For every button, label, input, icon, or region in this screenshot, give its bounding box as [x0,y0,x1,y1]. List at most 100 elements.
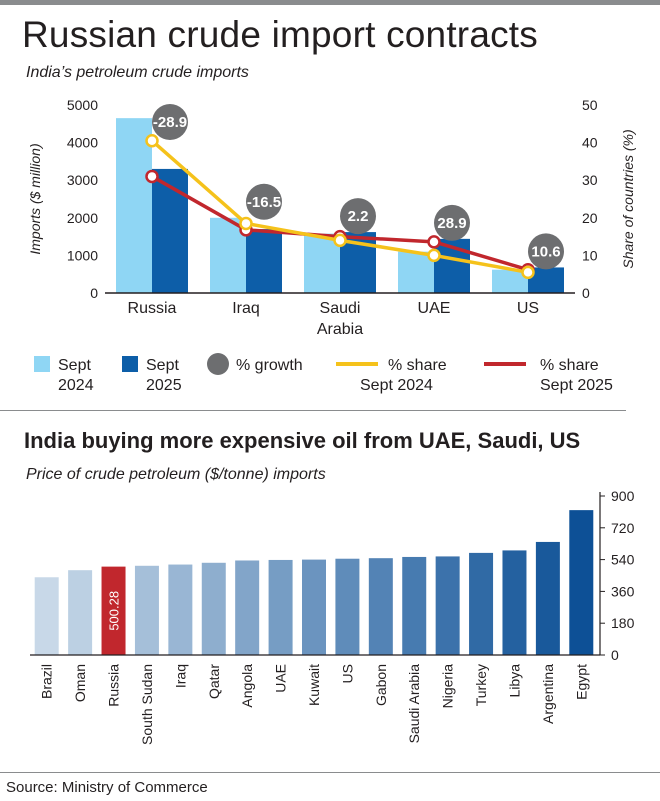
price-y-tick-label: 900 [611,488,635,504]
y-axis-title: Imports ($ million) [27,143,43,254]
growth-label: 10.6 [531,243,560,260]
price-category-label: Libya [506,664,522,698]
growth-label: 2.2 [348,208,369,225]
bar-sept-2024 [116,118,152,293]
price-bar [168,564,193,655]
legend-label-sept-2025: Sept [146,357,179,374]
price-bar [535,541,560,655]
price-bar [34,577,59,655]
share-2025-point [427,235,441,249]
price-y-tick-label: 540 [611,552,635,568]
share-2024-point [427,248,441,263]
price-bar [201,562,226,655]
y2-tick-label: 50 [582,97,598,113]
source-rule [0,772,660,773]
section-divider [0,410,626,411]
price-category-label: Egypt [573,664,589,700]
legend-swatch-growth [207,353,229,375]
share-2024-point [239,216,253,231]
price-bar [302,559,326,655]
price-category-label: UAE [273,664,289,693]
growth-label: -16.5 [247,194,281,211]
price-category-label: Russia [106,664,122,707]
price-category-label: Argentina [540,664,556,724]
y2-tick-label: 20 [582,210,598,226]
x-category-label: US [517,300,539,317]
x-category-label: Saudi [320,300,361,317]
price-category-label: Kuwait [306,664,322,706]
top-rule [0,0,660,5]
growth-badge [340,198,376,235]
bar-sept-2024 [304,233,340,293]
legend-label-growth: % growth [236,357,303,374]
price-bar [268,559,293,655]
price-category-label: Gabon [373,664,389,706]
legend-label-sept-2024: Sept [58,357,91,374]
price-bar [368,558,393,655]
legend-label-sept-2024: 2024 [58,377,94,394]
price-bar [335,558,360,655]
y-tick-label: 1000 [67,247,98,263]
legend-label-share-2025: Sept 2025 [540,377,613,394]
y-tick-label: 4000 [67,135,98,151]
growth-label: 28.9 [437,215,466,232]
growth-badge [434,204,470,241]
growth-badge [528,233,564,270]
y2-axis-title: Share of countries (%) [620,129,636,268]
chart1-subtitle: India’s petroleum crude imports [26,64,249,81]
source-note: Source: Ministry of Commerce [6,779,208,796]
legend-label-share-2025: % share [540,357,599,374]
bar-sept-2025 [246,229,282,293]
y2-tick-label: 10 [582,247,598,263]
page-title: Russian crude import contracts [22,14,538,55]
imports-chart: 0 1000 2000 3000 4000 5000 0 10 20 30 40 50 Imports … [27,97,636,394]
legend-label-share-2024: Sept 2024 [360,377,433,394]
price-category-label: Angola [239,664,255,708]
x-category-label: Iraq [232,300,260,317]
price-category-label: Iraq [172,664,188,688]
y-tick-label: 5000 [67,97,98,113]
price-bar [569,510,594,655]
price-bar [68,570,93,655]
price-category-label: Brazil [39,664,55,699]
chart2-title: India buying more expensive oil from UAE… [24,428,581,453]
bar-sept-2024 [398,251,434,293]
x-category-label: UAE [418,300,451,317]
legend-label-sept-2025: 2025 [146,377,182,394]
price-y-tick-label: 180 [611,615,635,631]
price-bar [435,556,460,655]
price-category-label: US [339,664,355,683]
price-category-label: Nigeria [440,664,456,709]
price-y-tick-label: 0 [611,647,619,663]
chart2-subtitle: Price of crude petroleum ($/tonne) impor… [26,466,326,483]
legend-swatch-sept-2025 [122,356,138,372]
x-category-label: Russia [128,300,177,317]
share-2025-point [145,169,159,184]
growth-badge [152,104,188,140]
price-category-label: Turkey [473,664,489,706]
price-category-label: Oman [72,664,88,702]
y2-tick-label: 40 [582,135,598,151]
price-bar [101,566,126,655]
y-tick-label: 2000 [67,210,98,226]
y-tick-label: 3000 [67,172,98,188]
price-bar [469,552,494,655]
price-category-label: Saudi Arabia [406,664,422,744]
price-data-label: 500.28 [107,591,122,631]
share-2024-point [521,265,535,280]
price-category-label: South Sudan [139,664,155,745]
price-y-tick-label: 360 [611,583,635,599]
legend-label-share-2024: % share [388,357,447,374]
legend-swatch-sept-2024 [34,356,50,372]
y2-tick-label: 30 [582,172,598,188]
growth-label: -28.9 [153,114,187,131]
price-y-tick-label: 720 [611,520,635,536]
price-bar [502,550,527,655]
price-category-label: Qatar [206,664,222,699]
y2-tick-label: 0 [582,285,590,301]
share-2024-point [145,133,159,148]
price-bar [235,560,260,655]
y-tick-label: 0 [90,285,98,301]
